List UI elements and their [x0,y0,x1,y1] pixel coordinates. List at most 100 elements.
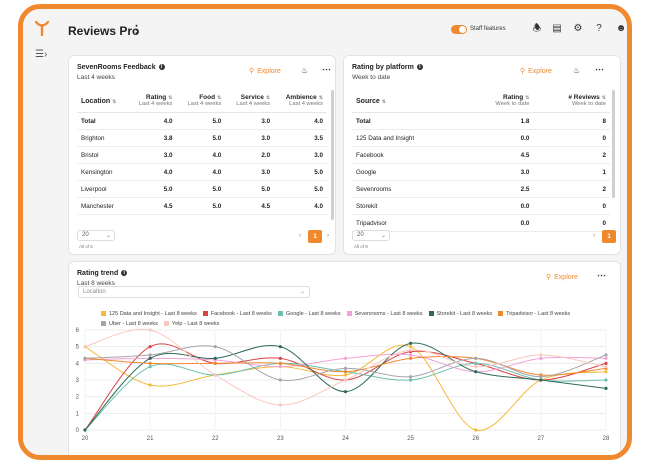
document-icon[interactable]: ▤ [552,23,562,34]
data-point [343,370,348,374]
data-point [278,378,282,382]
table-row[interactable]: Facebook 4.5 2 [352,146,610,164]
table-row[interactable]: 125 Data and Insight 0.0 0 [352,129,610,147]
platform-card: Rating by platform i Week to date ⚲ Explor… [343,55,621,255]
prev-page-button[interactable]: ‹ [299,233,301,239]
y-tick-label: 1 [76,411,80,417]
cell-value: 8 [533,112,610,130]
column-header[interactable]: Location ⇅ [77,90,128,113]
brand-logo-icon[interactable] [33,19,51,37]
table-row[interactable]: Storekit 0.0 0 [352,197,610,215]
column-header[interactable]: Service ⇅ Last 4 weeks [225,90,275,113]
column-header[interactable]: Food ⇅ Last 4 weeks [176,90,226,113]
table-scrollbar[interactable] [331,90,334,220]
kebab-icon[interactable]: ⋯ [595,64,604,74]
column-header[interactable]: # Reviews ⇅ Week to date [533,90,610,113]
info-icon[interactable]: i [416,64,423,71]
legend-item[interactable]: Tripadvisor - Last 8 weeks [498,309,570,319]
column-label: Food [199,94,216,101]
column-header[interactable]: Source ⇅ [352,90,463,113]
page-1-button[interactable]: 1 [602,230,616,243]
bell-icon[interactable]: ♨ [301,66,309,75]
data-point [343,390,348,394]
sort-icon[interactable]: ⇅ [265,95,271,101]
explore-button[interactable]: ⚲ Explore [520,68,552,75]
sort-icon[interactable]: ⇅ [601,95,606,101]
table-scrollbar[interactable] [612,90,615,198]
cell-value: 5.0 [176,180,226,198]
data-point [213,345,217,349]
table-row[interactable]: Kensington 4.0 4.0 3.0 5.0 [77,163,327,181]
legend-label: Google - Last 8 weeks [285,311,341,317]
sort-icon[interactable]: ⇅ [318,95,323,101]
explore-button[interactable]: ⚲ Explore [546,274,578,281]
sidebar-expand-icon[interactable]: ☰› [35,49,48,60]
row-label: Tripadvisor [352,214,463,232]
table-row[interactable]: Bristol 3.0 4.0 2.0 3.0 [77,146,327,164]
column-label: Rating [146,94,167,101]
location-select[interactable]: Location ⌄ [78,286,310,298]
data-point [474,356,478,360]
table-row[interactable]: Google 3.0 1 [352,163,610,181]
explore-button[interactable]: ⚲ Explore [249,68,281,75]
column-header[interactable]: Ambience ⇅ Last 4 weeks [274,90,327,113]
cell-value: 0 [533,197,610,215]
info-icon[interactable]: i [158,64,165,71]
sort-icon[interactable]: ⇅ [217,95,222,101]
legend-item[interactable]: 125 Data and Insight - Last 8 weeks [101,309,197,319]
legend-swatch [101,310,106,316]
data-point [539,378,543,382]
legend-item[interactable]: Uber - Last 8 weeks [101,319,158,329]
column-label: Ambience [285,94,317,101]
kebab-icon[interactable]: ⋯ [597,270,606,280]
cell-value: 4.0 [176,146,226,164]
legend-item[interactable]: Google - Last 8 weeks [277,309,341,319]
y-tick-label: 6 [76,328,80,334]
cell-value: 4.0 [127,163,177,181]
x-tick-label: 27 [538,436,545,442]
table-row[interactable]: Liverpool 5.0 5.0 5.0 5.0 [77,180,327,198]
app-title: Reviews Pro [68,24,140,38]
table-row[interactable]: Tripadvisor 0.0 0 [352,214,610,232]
user-icon[interactable]: ☻ [615,23,627,34]
column-header[interactable]: Rating ⇅ Week to date [462,90,534,113]
data-point [409,348,413,352]
x-tick-label: 25 [407,436,414,442]
legend-label: 125 Data and Insight - Last 8 weeks [109,311,197,317]
card-subtitle: Week to date [352,74,391,81]
app-menu-kebab-icon[interactable]: ⋮ [131,24,142,36]
table-row[interactable]: Total 4.0 5.0 3.0 4.0 [77,112,327,130]
cell-value: 3.8 [127,129,177,147]
cell-value: 0 [533,214,610,232]
sort-icon[interactable]: ⇅ [112,98,117,105]
sort-icon[interactable]: ⇅ [381,98,386,105]
legend-item[interactable]: Sevenrooms - Last 8 weeks [346,309,423,319]
next-page-button[interactable]: › [327,233,329,239]
table-row[interactable]: Total 1.8 8 [352,112,610,130]
staff-features-toggle[interactable] [451,25,467,34]
bell-icon[interactable]: 🕭︎ [532,23,542,34]
info-icon[interactable]: i [121,270,128,277]
column-header[interactable]: Rating ⇅ Last 4 weeks [127,90,177,113]
prev-page-button[interactable]: ‹ [593,233,595,239]
table-row[interactable]: Brighton 3.8 5.0 3.0 3.5 [77,129,327,147]
series-line [84,344,607,431]
page-size-select[interactable]: 20 ⌄ [352,230,390,241]
legend-item[interactable]: Yelp - Last 8 weeks [163,319,219,329]
sort-icon[interactable]: ⇅ [525,95,530,101]
table-row[interactable]: Sevenrooms 2.5 2 [352,180,610,198]
gear-icon[interactable]: ⚙ [573,23,583,34]
legend-item[interactable]: Storekit - Last 8 weeks [428,309,492,319]
bell-icon[interactable]: ♨ [573,66,581,75]
data-point [409,341,413,345]
page-1-button[interactable]: 1 [308,230,322,243]
y-tick-label: 0 [76,428,80,434]
table-row[interactable]: Manchester 4.5 5.0 4.5 4.0 [77,197,327,215]
kebab-icon[interactable]: ⋯ [322,64,331,74]
legend-item[interactable]: Facebook - Last 8 weeks [202,309,272,319]
page-size-select[interactable]: 20 ⌄ [77,230,115,241]
data-point [278,365,282,369]
help-icon[interactable]: ? [596,23,602,34]
sort-icon[interactable]: ⇅ [168,95,173,101]
cell-value: 3.0 [225,129,275,147]
